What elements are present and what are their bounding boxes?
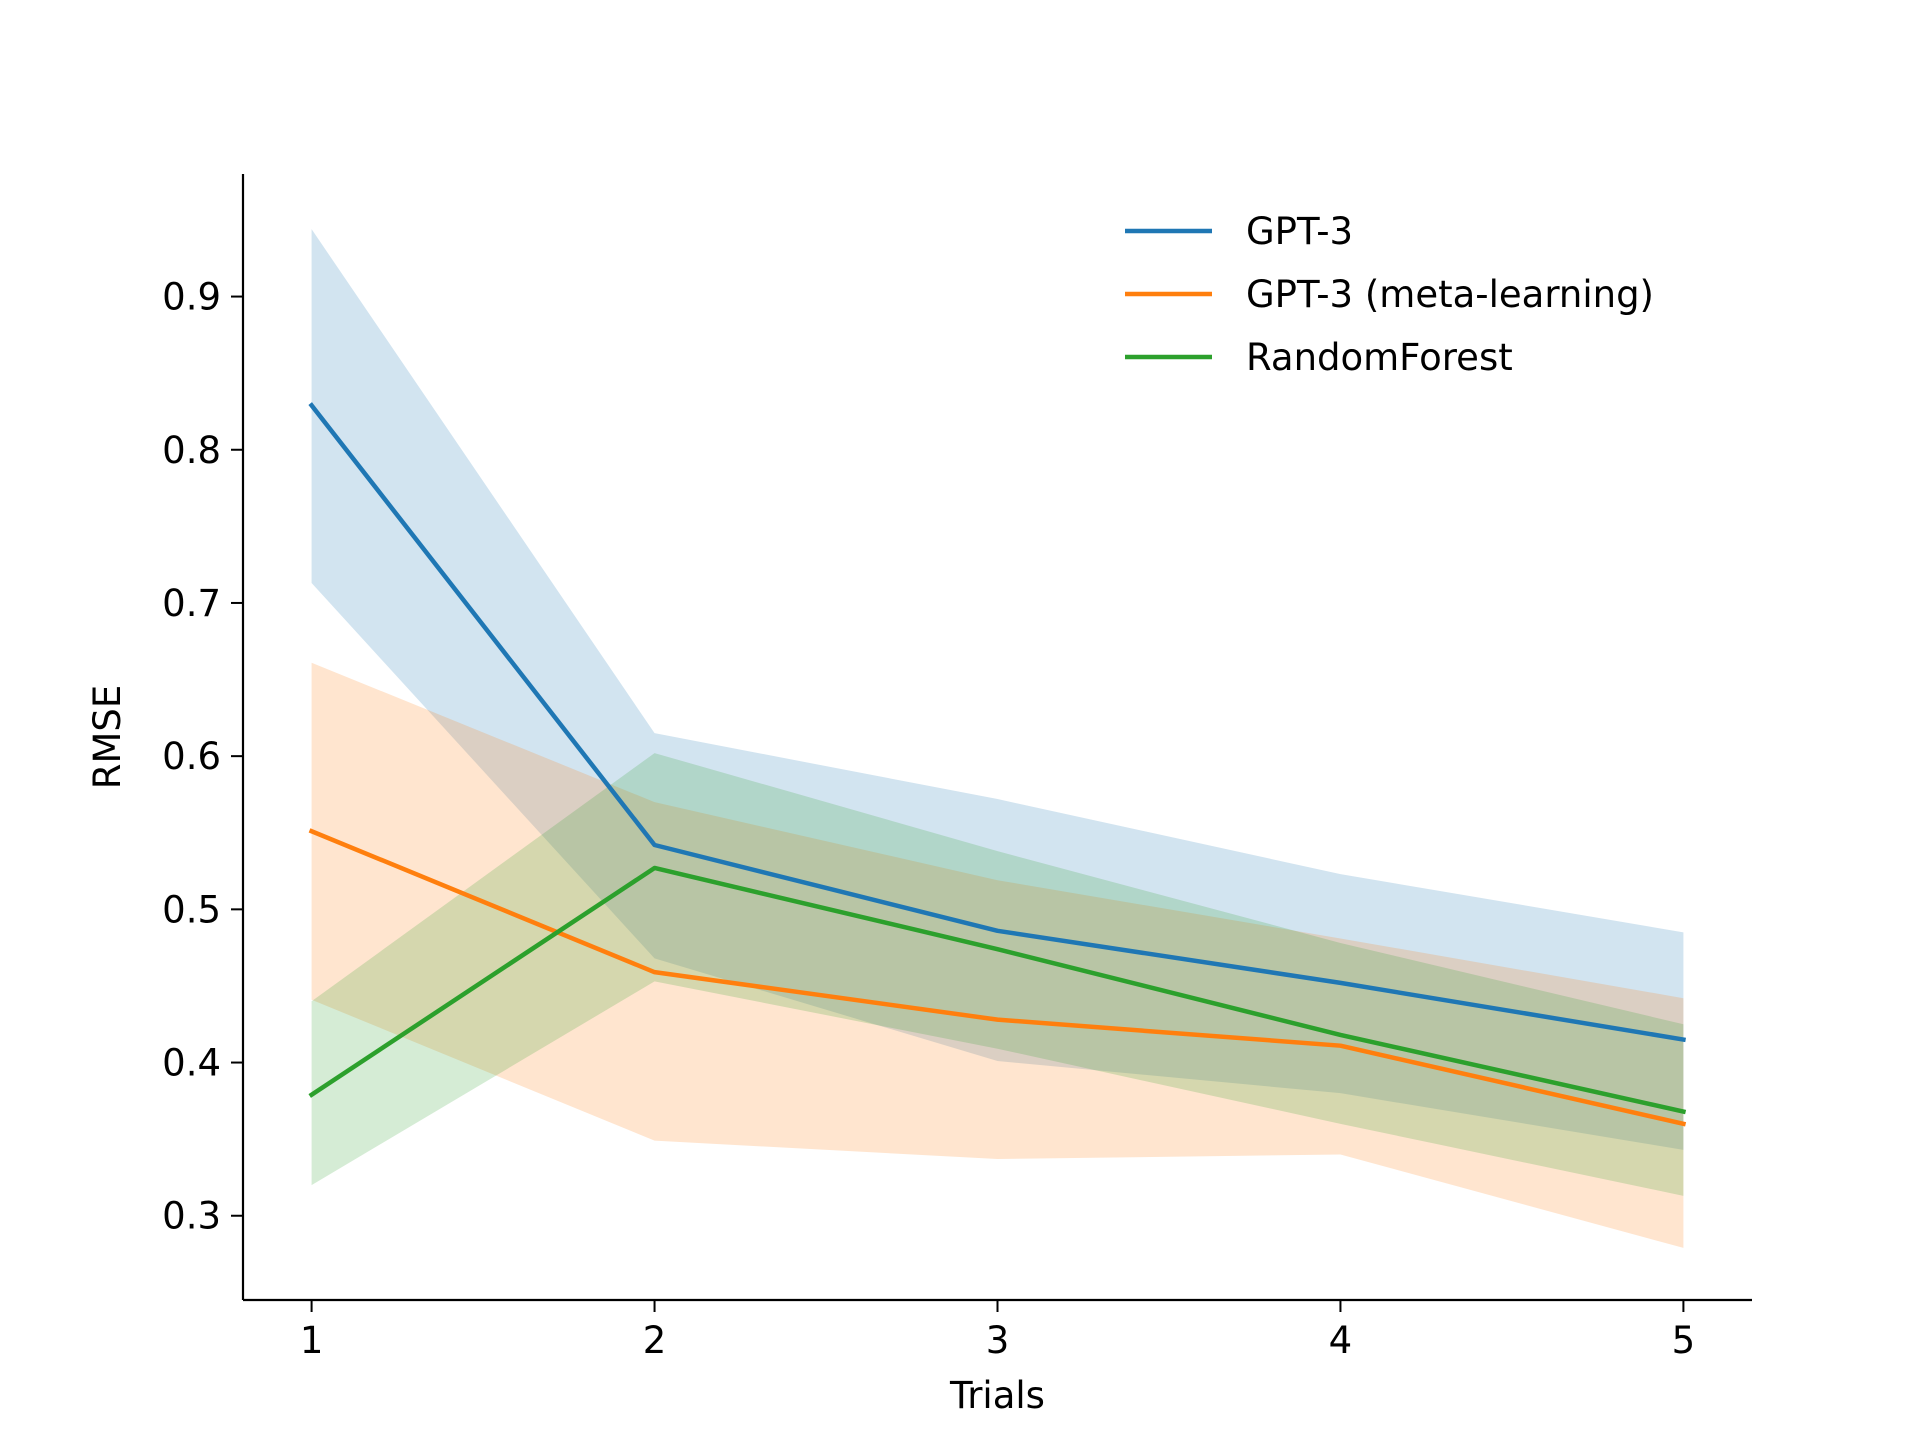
legend-label-2: GPT-3 (meta-learning)	[1246, 273, 1654, 316]
band-series-1	[311, 229, 1684, 1150]
line-series-2	[308, 828, 1687, 1127]
x-tick-label: 5	[1672, 1319, 1696, 1362]
y-tick-label: 0.6	[162, 735, 221, 778]
y-ticks: 0.3 0.4 0.5 0.6 0.7 0.8 0.9	[162, 276, 243, 1238]
band-series-2	[311, 662, 1684, 1248]
y-tick-label: 0.7	[162, 582, 221, 625]
y-tick-label: 0.8	[162, 429, 221, 472]
y-axis-label: RMSE	[86, 685, 129, 790]
x-tick-label: 3	[986, 1319, 1010, 1362]
x-ticks: 1 2 3 4 5	[300, 1300, 1695, 1362]
line-series-3	[308, 865, 1687, 1115]
y-tick-label: 0.9	[162, 276, 221, 319]
legend: GPT-3 GPT-3 (meta-learning) RandomForest	[1125, 210, 1654, 379]
x-tick-label: 2	[643, 1319, 667, 1362]
line-series-1	[308, 402, 1686, 1043]
x-tick-label: 4	[1329, 1319, 1353, 1362]
band-series-3	[311, 753, 1684, 1196]
x-axis-label: Trials	[949, 1374, 1045, 1417]
y-tick-label: 0.5	[162, 888, 221, 931]
confidence-bands	[311, 229, 1684, 1248]
y-tick-label: 0.3	[162, 1195, 221, 1238]
x-tick-label: 1	[300, 1319, 324, 1362]
legend-label-3: RandomForest	[1246, 336, 1513, 379]
y-tick-label: 0.4	[162, 1042, 221, 1085]
series-lines	[308, 402, 1687, 1127]
legend-label-1: GPT-3	[1246, 210, 1353, 253]
